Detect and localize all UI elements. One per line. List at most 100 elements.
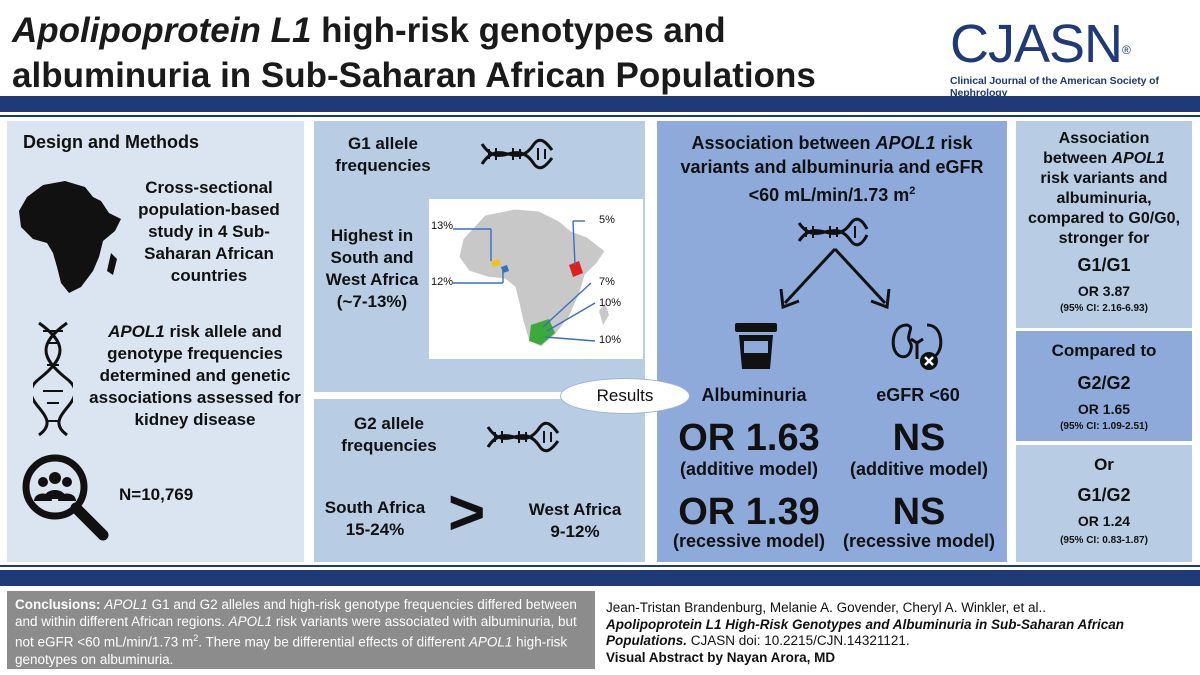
title-italic: Apolipoprotein L1 [12, 11, 311, 50]
results-heading-line3: <60 mL/min/1.73 m [749, 185, 910, 205]
g2-west-line1: West Africa [512, 499, 638, 521]
side-p1-text: Association between APOL1 risk variants … [1016, 129, 1192, 249]
dna-icon [33, 321, 73, 437]
kidney-x-icon [889, 319, 945, 373]
results-heading-line1-rest: risk [936, 133, 973, 153]
citation-doi: CJASN doi: 10.2215/CJN.14321121. [687, 633, 910, 648]
visual-credit: Visual Abstract by Nayan Arora, MD [606, 650, 1196, 667]
side-p1-ci: (95% CI: 2.16-6.93) [1016, 303, 1192, 314]
conclusions-apol1-c: APOL1 [469, 635, 513, 650]
conclusions-box: Conclusions: APOL1 G1 and G2 alleles and… [7, 591, 595, 669]
conclusions-apol1-a: APOL1 [104, 597, 148, 612]
side-p3-genotype: G1/G2 [1016, 485, 1192, 506]
title-line2: albuminuria in Sub-Saharan African Popul… [12, 53, 912, 98]
results-bubble: Results [560, 378, 690, 414]
g2-heading-line1: G2 allele [324, 413, 454, 435]
side-p1-line1: Association [1016, 129, 1192, 149]
side-p1-line3: risk variants and [1016, 169, 1192, 189]
footer-line [0, 565, 1200, 567]
logo-reg: ® [1122, 43, 1130, 57]
conclusions-label: Conclusions: [15, 597, 101, 612]
g1-text-line3: West Africa [316, 269, 428, 291]
g1-description: Highest in South and West Africa (~7-13%… [316, 225, 428, 313]
egfr-recessive-model: (recessive model) [833, 531, 1005, 552]
egfr-label: eGFR <60 [833, 385, 1003, 406]
results-heading-line2: variants and albuminuria and eGFR [657, 155, 1007, 179]
g2-heading: G2 allele frequencies [324, 413, 454, 457]
greater-than-symbol: > [448, 477, 485, 547]
africa-map: 13% 12% 5% 7% 10% 10% [429, 199, 643, 359]
alb-recessive-model: (recessive model) [659, 531, 839, 552]
g2-heading-line2: frequencies [324, 435, 454, 457]
side-panel-g1g1: Association between APOL1 risk variants … [1016, 121, 1192, 328]
branch-arrows [775, 245, 895, 313]
g1-heading: G1 allele frequencies [318, 133, 448, 177]
study-description: Cross-sectional population-based study i… [119, 177, 299, 287]
results-heading: Association between APOL1 risk variants … [657, 131, 1007, 207]
cjasn-logo: CJASN® Clinical Journal of the American … [950, 14, 1190, 94]
results-dna-icon [797, 217, 869, 247]
side-p1-genotype: G1/G1 [1016, 255, 1192, 276]
map-label-10a: 10% [599, 297, 621, 309]
g1-text-line2: South and [316, 247, 428, 269]
side-p1-line2-italic: APOL1 [1112, 150, 1165, 167]
side-p1-line4: albuminuria, [1016, 189, 1192, 209]
g1-dna-icon [480, 138, 554, 170]
side-p1-line5: compared to G0/G0, [1016, 209, 1192, 229]
page-title: Apolipoprotein L1 high-risk genotypes an… [12, 8, 912, 98]
population-search-icon [19, 451, 111, 543]
side-p1-line6: stronger for [1016, 229, 1192, 249]
map-label-7: 7% [599, 276, 615, 288]
header-line [0, 115, 1200, 117]
africa-icon [13, 179, 125, 297]
g1-heading-line1: G1 allele [318, 133, 448, 155]
footer-band [0, 570, 1200, 586]
map-label-13: 13% [431, 220, 453, 232]
g2-panel: G2 allele frequencies South Africa 15-24… [314, 399, 645, 562]
g2-dna-icon [486, 421, 560, 453]
conclusions-part3: . There may be differential effects of d… [198, 635, 469, 650]
urine-cup-icon [731, 321, 781, 371]
side-p1-or: OR 3.87 [1016, 283, 1192, 299]
conclusions-apol1-b: APOL1 [229, 614, 273, 629]
side-p3-or: OR 1.24 [1016, 513, 1192, 529]
egfr-additive-value: NS [833, 417, 1005, 460]
side-p3-line1: Or [1016, 455, 1192, 475]
header-band [0, 96, 1200, 112]
g1-text-line1: Highest in [316, 225, 428, 247]
citation-authors: Jean-Tristan Brandenburg, Melanie A. Gov… [606, 600, 1196, 617]
results-panel: Association between APOL1 risk variants … [657, 121, 1007, 562]
citation: Jean-Tristan Brandenburg, Melanie A. Gov… [606, 600, 1196, 666]
results-heading-sup: 2 [909, 185, 915, 197]
side-p2-or: OR 1.65 [1016, 401, 1192, 417]
alb-additive-model: (additive model) [659, 459, 839, 480]
sample-size: N=10,769 [119, 485, 193, 505]
map-label-5: 5% [599, 214, 615, 226]
g2-west-africa: West Africa 9-12% [512, 499, 638, 543]
side-p2-genotype: G2/G2 [1016, 373, 1192, 394]
title-line1-rest: high-risk genotypes and [311, 11, 725, 50]
logo-text: CJASN [950, 14, 1122, 74]
g1-heading-line2: frequencies [318, 155, 448, 177]
egfr-recessive-value: NS [833, 491, 1005, 534]
side-p1-line2a: between [1043, 150, 1111, 167]
side-panel-g2g2: Compared to G2/G2 OR 1.65 (95% CI: 1.09-… [1016, 331, 1192, 441]
g2-south-line2: 15-24% [314, 519, 436, 541]
side-panel-g1g2: Or G1/G2 OR 1.24 (95% CI: 0.83-1.87) [1016, 445, 1192, 562]
side-p2-ci: (95% CI: 1.09-2.51) [1016, 421, 1192, 432]
egfr-additive-model: (additive model) [833, 459, 1005, 480]
results-heading-line1: Association between [691, 133, 875, 153]
map-label-12: 12% [431, 276, 453, 288]
results-heading-italic: APOL1 [876, 133, 936, 153]
g2-south-africa: South Africa 15-24% [314, 497, 436, 541]
design-methods-panel: Design and Methods Cross-sectional popul… [7, 121, 304, 562]
side-p2-line1: Compared to [1016, 341, 1192, 361]
apol1-methods-italic: APOL1 [108, 322, 165, 341]
design-heading: Design and Methods [23, 132, 199, 153]
g1-text-line4: (~7-13%) [316, 291, 428, 313]
side-p3-ci: (95% CI: 0.83-1.87) [1016, 535, 1192, 546]
albuminuria-label: Albuminuria [669, 385, 839, 406]
g1-panel: G1 allele frequencies Highest in South a… [314, 121, 645, 392]
map-label-10b: 10% [599, 334, 621, 346]
g2-south-line1: South Africa [314, 497, 436, 519]
